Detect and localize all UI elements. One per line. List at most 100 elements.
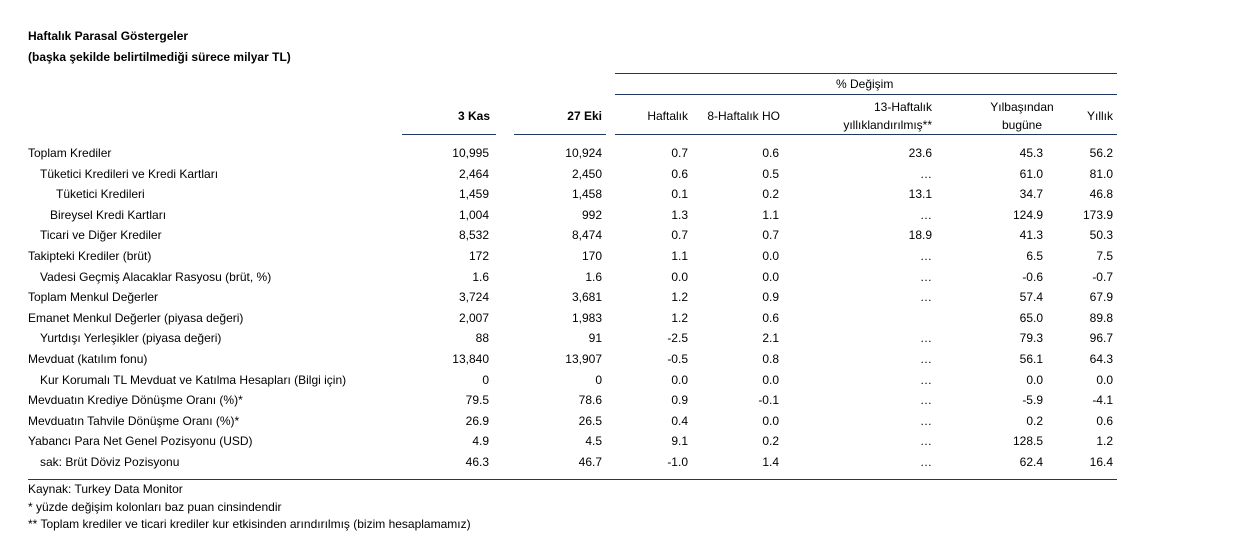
row-label: Kur Korumalı TL Mevduat ve Katılma Hesap… xyxy=(40,372,347,387)
cell-c2: 2,450 xyxy=(571,166,602,181)
cell-c4: 1.4 xyxy=(762,454,779,469)
cell-c1: 172 xyxy=(468,248,489,263)
cell-c2: 992 xyxy=(581,207,602,222)
row-label: Vadesi Geçmiş Alacaklar Rasyosu (brüt, %… xyxy=(40,269,272,284)
cell-c4: 2.1 xyxy=(762,331,779,346)
cell-c1: 1,004 xyxy=(458,207,489,222)
cell-c2: 46.7 xyxy=(578,454,602,469)
cell-c3: 0.9 xyxy=(671,393,688,408)
cell-c6: 0.0 xyxy=(1026,372,1043,387)
row-label: Ticari ve Diğer Krediler xyxy=(40,228,162,243)
cell-c2: 8,474 xyxy=(571,228,602,243)
cell-c5: … xyxy=(920,269,932,284)
cell-c3: 1.1 xyxy=(671,248,688,263)
header-rule-pct xyxy=(615,134,1117,135)
table-row: Bireysel Kredi Kartları 1,004 992 1.3 1.1 … 12… xyxy=(0,205,1247,226)
table-subtitle: (başka şekilde belirtilmediği sürece mil… xyxy=(28,50,291,64)
row-label: Mevduatın Krediye Dönüşme Oranı (%)* xyxy=(28,393,243,408)
header-col-13haftalik-1: 13-Haftalık xyxy=(873,100,932,114)
cell-c3: 0.0 xyxy=(671,372,688,387)
table-row: Yurtdışı Yerleşikler (piyasa değeri) 88 91… xyxy=(0,328,1247,349)
header-col-8haftalik: 8-Haftalık HO xyxy=(707,109,780,123)
cell-c4: 0.0 xyxy=(762,269,779,284)
table-row: Tüketici Kredileri ve Kredi Kartları 2,46… xyxy=(0,164,1247,185)
cell-c5: … xyxy=(920,331,932,346)
cell-c6: 65.0 xyxy=(1019,310,1043,325)
table-row: Ticari ve Diğer Krediler 8,532 8,474 0.7 0.7… xyxy=(0,225,1247,246)
cell-c7: 56.2 xyxy=(1089,146,1113,160)
cell-c1: 2,464 xyxy=(458,166,489,181)
cell-c1: 3,724 xyxy=(458,290,489,305)
cell-c6: 57.4 xyxy=(1019,290,1043,305)
cell-c2: 91 xyxy=(588,331,602,346)
cell-c5: … xyxy=(920,166,932,181)
cell-c1: 26.9 xyxy=(465,413,489,428)
table-bottom-rule xyxy=(28,479,1117,480)
cell-c5: … xyxy=(920,393,932,408)
row-label: Toplam Krediler xyxy=(28,146,112,160)
table-row: Tüketici Kredileri 1,459 1,458 0.1 0.2 13.1 34… xyxy=(0,184,1247,205)
cell-c5: … xyxy=(920,454,932,469)
header-rule-col2 xyxy=(514,134,606,135)
cell-c6: 6.5 xyxy=(1026,248,1043,263)
header-col-yillik: Yıllık xyxy=(1086,109,1113,123)
cell-c3: 0.0 xyxy=(671,269,688,284)
cell-c3: 0.7 xyxy=(671,146,688,160)
cell-c3: -0.5 xyxy=(667,351,688,366)
cell-c5: … xyxy=(920,290,932,305)
cell-c7: -4.1 xyxy=(1092,393,1113,408)
table-title: Haftalık Parasal Göstergeler xyxy=(28,29,189,43)
table-row: Mevduatın Krediye Dönüşme Oranı (%)* 79.5… xyxy=(0,390,1247,411)
cell-c1: 4.9 xyxy=(472,434,489,449)
cell-c1: 46.3 xyxy=(465,454,489,469)
cell-c3: -1.0 xyxy=(667,454,688,469)
cell-c4: 0.0 xyxy=(762,248,779,263)
cell-c7: -0.7 xyxy=(1092,269,1113,284)
cell-c4: 0.6 xyxy=(762,146,779,160)
cell-c7: 50.3 xyxy=(1089,228,1113,243)
cell-c2: 1,983 xyxy=(571,310,602,325)
cell-c5: … xyxy=(920,207,932,222)
cell-c5: … xyxy=(920,248,932,263)
pct-change-header: % Değişim xyxy=(836,77,894,91)
footnote-2: ** Toplam krediler ve ticari krediler ku… xyxy=(28,517,471,531)
cell-c4: 0.2 xyxy=(762,434,779,449)
cell-c5: 23.6 xyxy=(908,146,932,160)
cell-c2: 1.6 xyxy=(585,269,602,284)
cell-c6: 128.5 xyxy=(1012,434,1043,449)
header-col-3kas: 3 Kas xyxy=(457,109,490,123)
cell-c4: 1.1 xyxy=(762,207,779,222)
cell-c4: 0.0 xyxy=(762,372,779,387)
cell-c3: 1.3 xyxy=(671,207,688,222)
cell-c2: 1,458 xyxy=(571,187,602,202)
cell-c3: 0.4 xyxy=(671,413,688,428)
row-label: Emanet Menkul Değerler (piyasa değeri) xyxy=(28,310,244,325)
footnote-1: * yüzde değişim kolonları baz puan cinsi… xyxy=(28,500,282,514)
cell-c1: 2,007 xyxy=(458,310,489,325)
cell-c5: 18.9 xyxy=(908,228,932,243)
cell-c4: 0.9 xyxy=(762,290,779,305)
table-row: Kur Korumalı TL Mevduat ve Katılma Hesap… xyxy=(0,370,1247,391)
cell-c6: 45.3 xyxy=(1019,146,1043,160)
cell-c2: 13,907 xyxy=(565,351,602,366)
header-col-ytd-2: bugüne xyxy=(1001,118,1043,132)
cell-c1: 88 xyxy=(475,331,489,346)
cell-c5: 13.1 xyxy=(908,187,932,202)
cell-c3: 0.6 xyxy=(671,166,688,181)
cell-c3: 9.1 xyxy=(671,434,688,449)
row-label: Takipteki Krediler (brüt) xyxy=(28,248,152,263)
cell-c7: 64.3 xyxy=(1089,351,1113,366)
row-label: Yabancı Para Net Genel Pozisyonu (USD) xyxy=(28,434,253,449)
cell-c7: 0.6 xyxy=(1096,413,1113,428)
cell-c1: 13,840 xyxy=(452,351,489,366)
cell-c5: … xyxy=(920,372,932,387)
table-row: Emanet Menkul Değerler (piyasa değeri) 2,… xyxy=(0,308,1247,329)
cell-c6: 0.2 xyxy=(1026,413,1043,428)
cell-c6: 79.3 xyxy=(1019,331,1043,346)
pct-header-rule xyxy=(615,94,1117,95)
row-label: Tüketici Kredileri xyxy=(56,187,145,202)
row-label: Tüketici Kredileri ve Kredi Kartları xyxy=(40,166,219,181)
cell-c2: 3,681 xyxy=(571,290,602,305)
cell-c2: 0 xyxy=(595,372,602,387)
cell-c5: … xyxy=(920,351,932,366)
